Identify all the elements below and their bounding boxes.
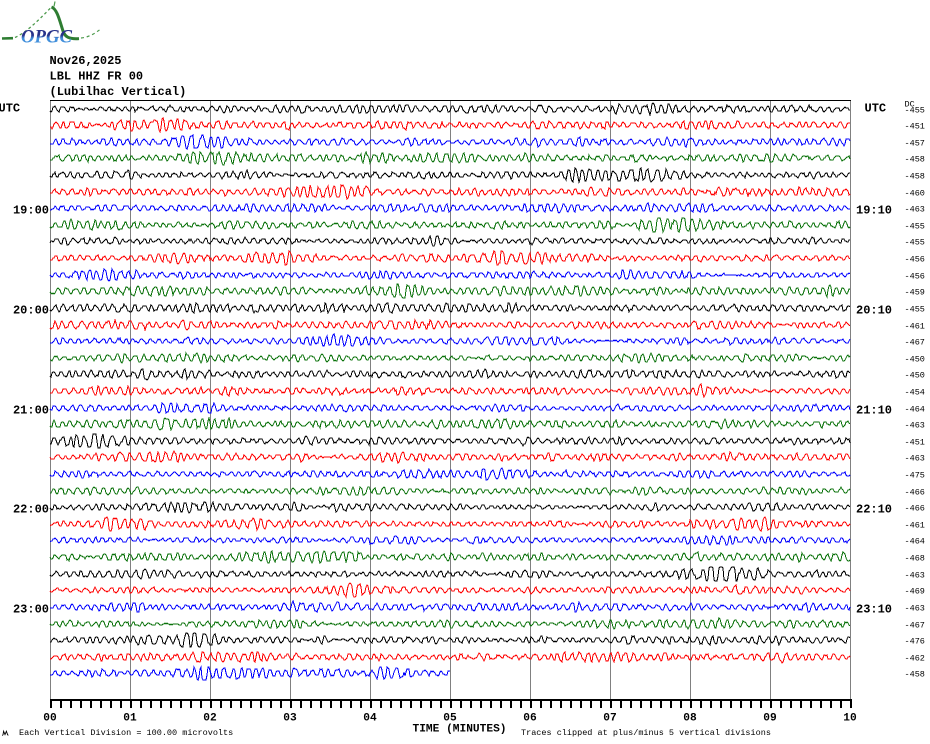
svg-text:-450: -450 [905, 355, 925, 365]
svg-text:10: 10 [843, 713, 857, 725]
svg-text:20:10: 20:10 [856, 303, 892, 317]
svg-text:-458: -458 [905, 172, 925, 182]
svg-text:-456: -456 [905, 272, 925, 282]
svg-text:-458: -458 [905, 670, 925, 680]
svg-text:DC: DC [905, 100, 915, 110]
svg-text:00: 00 [43, 713, 57, 725]
svg-text:-463: -463 [905, 205, 925, 215]
svg-text:01: 01 [123, 713, 137, 725]
svg-text:06: 06 [523, 713, 537, 725]
svg-text:09: 09 [763, 713, 777, 725]
svg-text:-455: -455 [905, 238, 925, 248]
svg-text:-467: -467 [905, 338, 925, 348]
svg-text:-456: -456 [905, 255, 925, 265]
svg-text:-455: -455 [905, 222, 925, 232]
svg-text:03: 03 [283, 713, 297, 725]
svg-text:LBL HHZ FR 00: LBL HHZ FR 00 [50, 70, 144, 84]
svg-text:21:00: 21:00 [13, 403, 49, 417]
svg-text:Nov26,2025: Nov26,2025 [50, 54, 122, 68]
svg-text:05: 05 [443, 713, 457, 725]
svg-text:-451: -451 [905, 438, 925, 448]
svg-text:08: 08 [683, 713, 697, 725]
svg-text:22:10: 22:10 [856, 502, 892, 516]
svg-text:-475: -475 [905, 471, 925, 481]
svg-text:(Lubilhac Vertical): (Lubilhac Vertical) [50, 85, 187, 99]
svg-text:-463: -463 [905, 571, 925, 581]
svg-text:-463: -463 [905, 454, 925, 464]
svg-text:OPGC: OPGC [21, 27, 72, 48]
svg-text:-464: -464 [905, 537, 925, 547]
svg-text:07: 07 [603, 713, 616, 725]
svg-text:-463: -463 [905, 604, 925, 614]
svg-text:02: 02 [203, 713, 217, 725]
svg-text:04: 04 [363, 713, 377, 725]
svg-text:19:00: 19:00 [13, 203, 49, 217]
svg-text:UTC: UTC [865, 101, 887, 115]
svg-text:22:00: 22:00 [13, 502, 49, 516]
svg-text:-464: -464 [905, 405, 925, 415]
svg-text:19:10: 19:10 [856, 203, 892, 217]
svg-text:-461: -461 [905, 521, 925, 531]
svg-text:-462: -462 [905, 654, 925, 664]
svg-text:-461: -461 [905, 322, 925, 332]
svg-text:-476: -476 [905, 637, 925, 647]
svg-text:-451: -451 [905, 122, 925, 132]
svg-text:20:00: 20:00 [13, 303, 49, 317]
svg-text:23:00: 23:00 [13, 602, 49, 616]
svg-text:Traces clipped at plus/minus 5: Traces clipped at plus/minus 5 vertical … [521, 728, 771, 738]
svg-text:-455: -455 [905, 305, 925, 315]
svg-text:-457: -457 [905, 139, 925, 149]
svg-text:TIME (MINUTES): TIME (MINUTES) [413, 724, 507, 736]
svg-text:-450: -450 [905, 371, 925, 381]
svg-text:-463: -463 [905, 421, 925, 431]
svg-text:-459: -459 [905, 288, 925, 298]
svg-text:-466: -466 [905, 488, 925, 498]
svg-text:-455: -455 [905, 106, 925, 116]
svg-text:UTC: UTC [0, 101, 20, 115]
svg-text:21:10: 21:10 [856, 403, 892, 417]
svg-text:-467: -467 [905, 621, 925, 631]
svg-text:-458: -458 [905, 155, 925, 165]
svg-text:23:10: 23:10 [856, 602, 892, 616]
svg-text:-460: -460 [905, 189, 925, 199]
svg-text:-454: -454 [905, 388, 925, 398]
svg-text:-468: -468 [905, 554, 925, 564]
svg-text:-469: -469 [905, 587, 925, 597]
svg-text:-466: -466 [905, 504, 925, 514]
svg-text:Each Vertical Division = 100.: Each Vertical Division = 100.00 microvol… [19, 728, 233, 738]
